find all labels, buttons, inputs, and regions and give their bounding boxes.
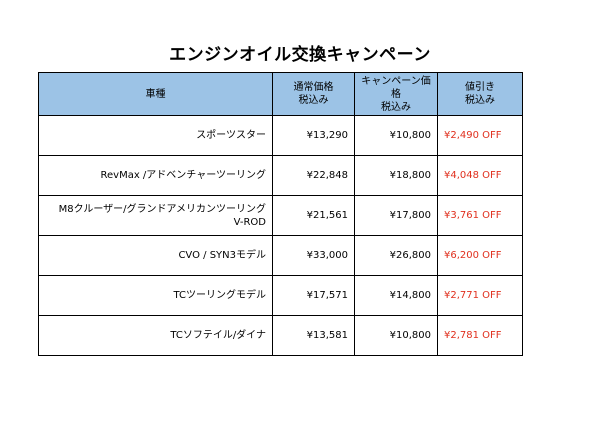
table-row: TCソフテイル/ダイナ ¥13,581 ¥10,800 ¥2,781 OFF [38, 315, 523, 356]
header-regular-price-tax: 税込み [298, 95, 329, 106]
header-campaign-price-label: キャンペーン価格 [361, 75, 431, 100]
cell-discount: ¥4,048 OFF [437, 155, 523, 196]
cell-discount: ¥2,771 OFF [437, 275, 523, 316]
cell-campaign-price: ¥26,800 [354, 235, 438, 276]
cell-campaign-price: ¥10,800 [354, 115, 438, 156]
header-campaign-price-tax: 税込み [381, 101, 411, 113]
cell-regular-price: ¥17,571 [272, 275, 355, 316]
header-model-label: 車種 [145, 88, 166, 100]
table-header: 車種 通常価格 税込み キャンペーン価格 税込み 値引き 税込み [38, 72, 523, 116]
cell-campaign-price: ¥10,800 [354, 315, 438, 356]
cell-discount: ¥6,200 OFF [437, 235, 523, 276]
cell-model: TCソフテイル/ダイナ [38, 315, 273, 356]
cell-campaign-price: ¥14,800 [354, 275, 438, 316]
header-campaign-price: キャンペーン価格 税込み [354, 72, 438, 116]
table-row: スポーツスター ¥13,290 ¥10,800 ¥2,490 OFF [38, 115, 523, 156]
cell-model: TCツーリングモデル [38, 275, 273, 316]
table-row: CVO / SYN3モデル ¥33,000 ¥26,800 ¥6,200 OFF [38, 235, 523, 276]
price-table: 車種 通常価格 税込み キャンペーン価格 税込み 値引き 税込み スポーツスター… [38, 72, 523, 356]
table-row: RevMax /アドベンチャーツーリング ¥22,848 ¥18,800 ¥4,… [38, 155, 523, 196]
table-row: TCツーリングモデル ¥17,571 ¥14,800 ¥2,771 OFF [38, 275, 523, 316]
header-model: 車種 [38, 72, 273, 116]
cell-discount: ¥2,781 OFF [437, 315, 523, 356]
header-row: 車種 通常価格 税込み キャンペーン価格 税込み 値引き 税込み [38, 72, 523, 116]
page-title: エンジンオイル交換キャンペーン [169, 45, 431, 65]
header-regular-price: 通常価格 税込み [272, 72, 355, 116]
cell-model: CVO / SYN3モデル [38, 235, 273, 276]
cell-model: M8クルーザー/グランドアメリカンツーリング V-ROD [38, 195, 273, 236]
cell-regular-price: ¥33,000 [272, 235, 355, 276]
header-discount-tax: 税込み [465, 95, 495, 106]
header-discount-label: 値引き [465, 82, 495, 93]
table-body: スポーツスター ¥13,290 ¥10,800 ¥2,490 OFF RevMa… [38, 115, 523, 356]
cell-discount: ¥3,761 OFF [437, 195, 523, 236]
cell-regular-price: ¥22,848 [272, 155, 355, 196]
cell-regular-price: ¥21,561 [272, 195, 355, 236]
cell-regular-price: ¥13,290 [272, 115, 355, 156]
header-regular-price-label: 通常価格 [293, 82, 334, 93]
cell-campaign-price: ¥18,800 [354, 155, 438, 196]
cell-model-line2: V-ROD [233, 216, 266, 228]
table-row: M8クルーザー/グランドアメリカンツーリング V-ROD ¥21,561 ¥17… [38, 195, 523, 236]
cell-regular-price: ¥13,581 [272, 315, 355, 356]
header-discount: 値引き 税込み [437, 72, 523, 116]
cell-campaign-price: ¥17,800 [354, 195, 438, 236]
cell-discount: ¥2,490 OFF [437, 115, 523, 156]
cell-model: RevMax /アドベンチャーツーリング [38, 155, 273, 196]
cell-model: スポーツスター [38, 115, 273, 156]
cell-model-line1: M8クルーザー/グランドアメリカンツーリング [58, 203, 266, 215]
